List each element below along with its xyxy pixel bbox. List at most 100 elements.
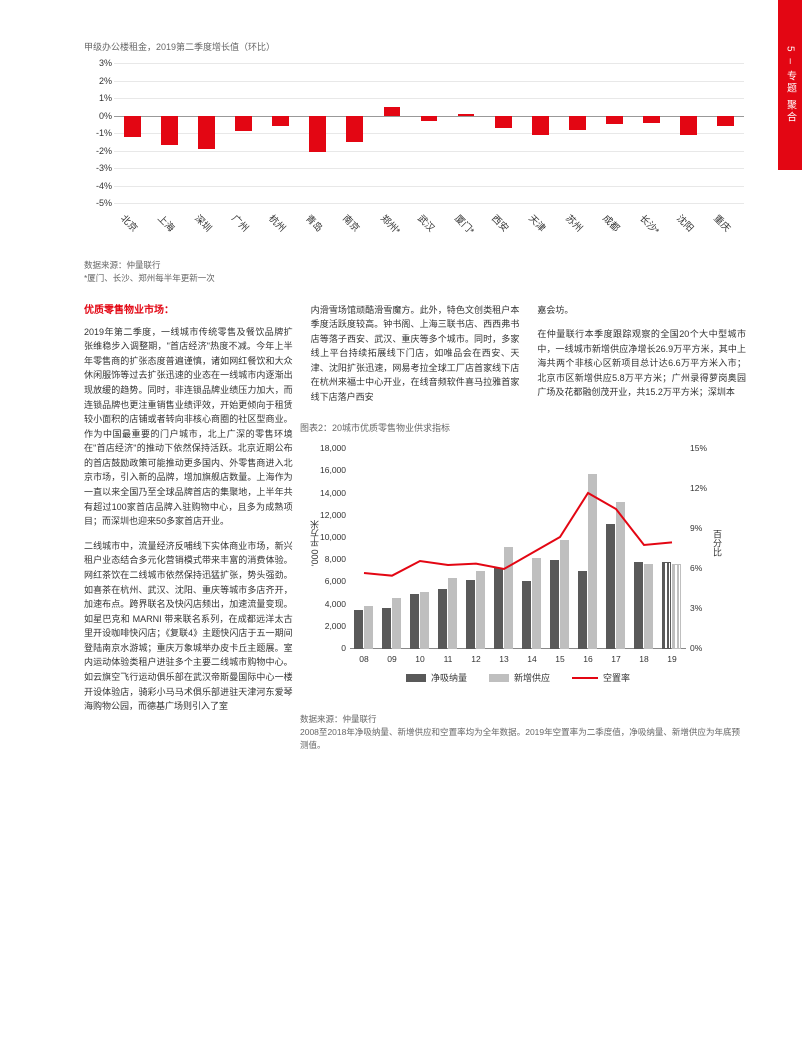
legend-item: 净吸纳量: [406, 671, 467, 686]
chart2-bar: [466, 580, 475, 649]
chart1-ytick: 0%: [84, 111, 112, 121]
legend-label: 新增供应: [514, 671, 550, 686]
chart2-ytick-left: 18,000: [306, 442, 346, 456]
chart1-source: 数据来源：仲量联行: [84, 259, 746, 272]
chart1-xlabel: 青岛: [304, 211, 327, 234]
chart2-xlabel: 08: [359, 653, 368, 667]
chart1-bar: [272, 116, 289, 127]
chart1-xlabel: 南京: [341, 211, 364, 234]
chart1-bar: [235, 116, 252, 132]
chart2-xlabel: 15: [555, 653, 564, 667]
chart2-bar: [550, 560, 559, 649]
chart1-xlabel: 天津: [526, 211, 549, 234]
chart2-ytick-left: 6,000: [306, 576, 346, 590]
chart1-gridline: [114, 63, 744, 64]
chart1-xlabel: 广州: [229, 211, 252, 234]
chart1-ytick: -2%: [84, 146, 112, 156]
chart1-xlabel: 武汉: [415, 211, 438, 234]
chart1-ytick: 1%: [84, 93, 112, 103]
legend-line-icon: [572, 677, 598, 679]
chart2-bar: [522, 581, 531, 649]
chart1-gridline: [114, 151, 744, 152]
chart2-title: 图表2：20城市优质零售物业供求指标: [300, 421, 740, 436]
legend-swatch: [489, 674, 509, 682]
legend-item: 新增供应: [489, 671, 550, 686]
chart1-xlabel: 北京: [118, 211, 141, 234]
paragraph: 内滑雪场馆顽酷滑雪魔方。此外，特色文创类租户本季度活跃度较高。钟书阁、上海三联书…: [311, 303, 520, 405]
chart2-xlabel: 12: [471, 653, 480, 667]
chart1-ytick: 3%: [84, 58, 112, 68]
chart2-bar: [438, 589, 447, 649]
chart2-bar: [616, 502, 625, 649]
chart1-bar: [569, 116, 586, 130]
chart1-bar: [198, 116, 215, 149]
chart2-xlabel: 14: [527, 653, 536, 667]
chart1-bar: [532, 116, 549, 135]
chart2-bar: [494, 568, 503, 649]
chart2-xlabel: 10: [415, 653, 424, 667]
chart1-gridline: [114, 98, 744, 99]
legend-item: 空置率: [572, 671, 630, 686]
chart2-ytick-left: 14,000: [306, 487, 346, 501]
legend-label: 净吸纳量: [431, 671, 467, 686]
chart1-gridline: [114, 81, 744, 82]
chart1-ytick: -1%: [84, 128, 112, 138]
chart2-xlabel: 09: [387, 653, 396, 667]
chart1-xlabel: 长沙*: [637, 211, 663, 237]
chart2-ytick-right: 9%: [690, 522, 726, 536]
side-tab: 5 – 专题 聚合: [778, 0, 802, 170]
text-columns: 优质零售物业市场： 2019年第二季度，一线城市传统零售及餐饮品牌扩张维稳步入调…: [84, 303, 746, 724]
chart1-bar: [346, 116, 363, 142]
chart2-xlabel: 17: [611, 653, 620, 667]
chart1-xlabel: 上海: [155, 211, 178, 234]
chart2-bar: [606, 524, 615, 650]
paragraph: 嘉会坊。: [537, 303, 746, 318]
chart1-xlabel: 沈阳: [674, 211, 697, 234]
chart2-ytick-left: 2,000: [306, 620, 346, 634]
chart2-ytick-left: 12,000: [306, 509, 346, 523]
chart2-bar: [532, 558, 541, 649]
chart2-ytick-right: 0%: [690, 642, 726, 656]
chart1-xlabel: 郑州*: [378, 211, 404, 237]
chart2-bar: [420, 592, 429, 649]
chart1-title: 甲级办公楼租金，2019第二季度增长值（环比）: [84, 40, 746, 53]
chart1-xlabel: 苏州: [563, 211, 586, 234]
chart2-ytick-left: 10,000: [306, 531, 346, 545]
chart2-bar: [662, 562, 671, 649]
chart1-xlabel: 重庆: [711, 211, 734, 234]
chart1-gridline: [114, 186, 744, 187]
chart1-bar: [161, 116, 178, 146]
chart1-xlabel: 杭州: [266, 211, 289, 234]
chart2-ytick-right: 12%: [690, 482, 726, 496]
chart1-ytick: -3%: [84, 163, 112, 173]
chart2-bar: [410, 594, 419, 650]
page-content: 甲级办公楼租金，2019第二季度增长值（环比） -5% -4% -3% -2% -1% 0…: [0, 0, 802, 754]
chart2-bar: [504, 547, 513, 649]
chart2-combo-chart: '000 平方米 百分比 02,0004,0006,0008,00010,000…: [306, 443, 726, 703]
chart1-bar: [421, 116, 438, 121]
chart2-xlabel: 11: [444, 653, 453, 667]
chart2-ytick-right: 15%: [690, 442, 726, 456]
chart2-ytick-left: 0: [306, 642, 346, 656]
chart2-ytick-right: 3%: [690, 602, 726, 616]
chart2-bar: [448, 578, 457, 649]
chart2-ytick-left: 8,000: [306, 553, 346, 567]
chart2-xlabel: 19: [667, 653, 676, 667]
chart2-ytick-left: 4,000: [306, 598, 346, 612]
chart2-bar: [476, 571, 485, 649]
chart1-bar: [606, 116, 623, 125]
chart1-ytick: -5%: [84, 198, 112, 208]
chart2-xlabel: 18: [639, 653, 648, 667]
chart2-xlabel: 16: [583, 653, 592, 667]
chart1-ytick: -4%: [84, 181, 112, 191]
chart1-xlabel: 深圳: [192, 211, 215, 234]
chart1-gridline: [114, 203, 744, 204]
chart1-bar: [458, 114, 475, 116]
chart2-bar: [364, 606, 373, 649]
legend-swatch: [406, 674, 426, 682]
chart2-bar: [392, 598, 401, 649]
chart1-xlabel: 厦门*: [452, 211, 478, 237]
chart2-source: 数据来源：仲量联行: [300, 713, 740, 726]
chart2-ytick-left: 16,000: [306, 464, 346, 478]
column-2: 内滑雪场馆顽酷滑雪魔方。此外，特色文创类租户本季度活跃度较高。钟书阁、上海三联书…: [311, 303, 520, 724]
